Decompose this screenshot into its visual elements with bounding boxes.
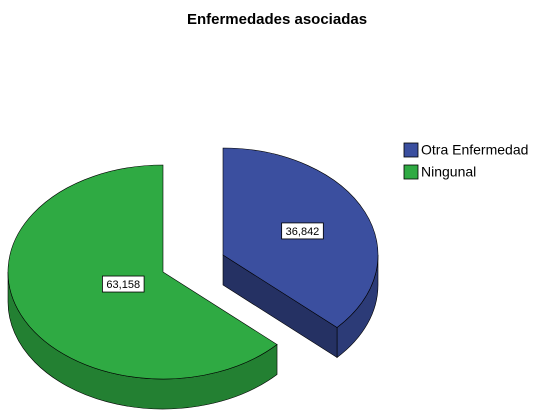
chart-title: Enfermedades asociadas [187,11,367,28]
value-label-box [102,275,145,293]
value-label: 63,158 [106,279,140,291]
legend-label: Ningunal [421,164,476,180]
legend-swatch [403,164,419,180]
value-label-box [281,222,324,240]
legend-label: Otra Enfermedad [421,142,528,158]
slice [7,164,278,380]
slice-group [7,164,278,410]
value-label: 36,842 [286,226,320,238]
legend-swatch [403,142,419,158]
